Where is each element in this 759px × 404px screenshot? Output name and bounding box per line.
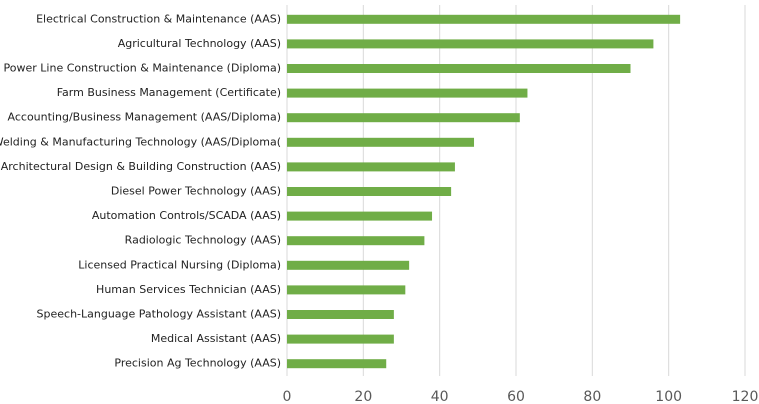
- x-tick-label: 60: [507, 389, 525, 404]
- x-tick-label: 0: [283, 389, 292, 404]
- x-tick-label: 40: [431, 389, 449, 404]
- bar: [287, 88, 528, 98]
- bar: [287, 260, 410, 270]
- bar: [287, 211, 433, 221]
- y-tick-label: Medical Assistant (AAS): [151, 332, 281, 345]
- bar: [287, 285, 406, 295]
- bar: [287, 187, 452, 196]
- bar: [287, 64, 631, 73]
- y-tick-label: Radiologic Technology (AAS): [125, 234, 281, 247]
- y-tick-label: Accounting/Business Management (AAS/Dipl…: [8, 111, 281, 124]
- x-tick-label: 100: [655, 389, 682, 404]
- y-tick-label: Power Line Construction & Maintenance (D…: [4, 62, 281, 75]
- y-tick-label: Electrical Construction & Maintenance (A…: [36, 12, 281, 25]
- y-tick-label: Human Services Technician (AAS): [96, 283, 281, 296]
- y-tick-label: Diesel Power Technology (AAS): [111, 185, 281, 198]
- bar: [287, 39, 654, 49]
- y-tick-label: Welding & Manufacturing Technology (AAS/…: [0, 135, 281, 148]
- bar: [287, 359, 387, 369]
- bar: [287, 236, 425, 246]
- y-tick-label: Farm Business Management (Certificate): [57, 86, 281, 99]
- bar: [287, 113, 520, 123]
- x-tick-label: 120: [732, 389, 759, 404]
- bar: [287, 310, 394, 319]
- bar: [287, 137, 475, 147]
- y-tick-label: Precision Ag Technology (AAS): [114, 357, 281, 370]
- bar: [287, 14, 681, 24]
- y-tick-label: Licensed Practical Nursing (Diploma): [78, 258, 281, 271]
- x-tick-label: 20: [354, 389, 372, 404]
- x-tick-label: 80: [583, 389, 601, 404]
- y-tick-label: Speech-Language Pathology Assistant (AAS…: [37, 308, 281, 321]
- bar: [287, 334, 394, 344]
- y-tick-label: Automation Controls/SCADA (AAS): [92, 209, 281, 222]
- y-tick-label: Architectural Design & Building Construc…: [1, 160, 281, 173]
- bar: [287, 162, 455, 172]
- y-tick-label: Agricultural Technology (AAS): [118, 37, 281, 50]
